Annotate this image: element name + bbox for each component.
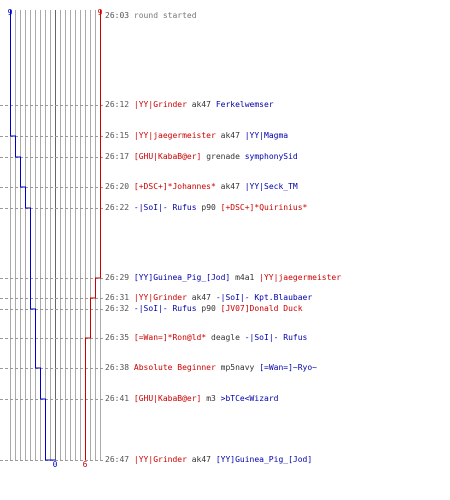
event-row: 26:47 |YY|Grinder ak47 [YY]Guinea_Pig_[J…	[105, 455, 312, 465]
killer-name: |YY|jaegermeister	[133, 131, 216, 140]
victim-name: >bTCe<Wizard	[220, 394, 279, 403]
event-time: 26:47	[105, 455, 130, 464]
victim-name: Ferkelwemser	[215, 100, 274, 109]
weapon-name: m4a1	[235, 273, 255, 282]
event-time: 26:32	[105, 304, 130, 313]
event-time: 26:20	[105, 182, 130, 191]
event-time: 26:38	[105, 363, 130, 372]
weapon-name: ak47	[191, 100, 211, 109]
victim-name: [YY]Guinea_Pig_[Jod]	[215, 455, 313, 464]
event-time: 26:41	[105, 394, 130, 403]
weapon-name: ak47	[220, 182, 240, 191]
event-time: 26:22	[105, 203, 130, 212]
weapon-name: m3	[206, 394, 216, 403]
event-row: 26:22 -|SoI|- Rufus p90 [+DSC+]*Quiriniu…	[105, 203, 307, 213]
killer-name: [=Wan=]*Ron@ld*	[133, 333, 207, 342]
red-team-count-line	[85, 10, 101, 460]
weapon-name: p90	[201, 203, 216, 212]
weapon-name: ak47	[191, 455, 211, 464]
event-time: 26:31	[105, 293, 130, 302]
killer-name: [+DSC+]*Johannes*	[133, 182, 216, 191]
event-row: 26:31 |YY|Grinder ak47 -|SoI|- Kpt.Blaub…	[105, 293, 312, 303]
event-time: 26:03	[105, 11, 130, 20]
red-end-count-label: 6	[83, 460, 88, 469]
victim-name: |YY|Magma	[244, 131, 289, 140]
killer-name: |YY|Grinder	[133, 293, 187, 302]
event-row: 26:32 -|SoI|- Rufus p90 [JV07]Donald Duc…	[105, 304, 303, 314]
weapon-name: mp5navy	[220, 363, 255, 372]
killer-name: |YY|Grinder	[133, 455, 187, 464]
event-row: 26:38 Absolute Beginner mp5navy [=Wan=]~…	[105, 363, 317, 373]
event-time: 26:17	[105, 152, 130, 161]
killer-name: -|SoI|- Rufus	[133, 304, 197, 313]
event-row: 26:29 [YY]Guinea_Pig_[Jod] m4a1 |YY|jaeg…	[105, 273, 341, 283]
event-time: 26:29	[105, 273, 130, 282]
blue-start-count-label: 9	[8, 8, 13, 17]
victim-name: symphonySid	[244, 152, 298, 161]
blue-team-count-line	[10, 10, 56, 461]
event-time: 26:12	[105, 100, 130, 109]
victim-name: -|SoI|- Rufus	[244, 333, 308, 342]
event-row: 26:20 [+DSC+]*Johannes* ak47 |YY|Seck_TM	[105, 182, 298, 192]
killer-name: [GHU|KabaB@er]	[133, 152, 202, 161]
event-time: 26:35	[105, 333, 130, 342]
killer-name: [GHU|KabaB@er]	[133, 394, 202, 403]
event-row: 26:35 [=Wan=]*Ron@ld* deagle -|SoI|- Ruf…	[105, 333, 307, 343]
weapon-name: ak47	[191, 293, 211, 302]
victim-name: -|SoI|- Kpt.Blaubaer	[215, 293, 313, 302]
event-time: 26:15	[105, 131, 130, 140]
player-count-grid	[10, 10, 101, 460]
event-text: round started	[133, 11, 197, 20]
killer-name: Absolute Beginner	[133, 363, 216, 372]
victim-name: [JV07]Donald Duck	[220, 304, 303, 313]
victim-name: |YY|jaegermeister	[259, 273, 342, 282]
victim-name: |YY|Seck_TM	[244, 182, 298, 191]
event-row: 26:15 |YY|jaegermeister ak47 |YY|Magma	[105, 131, 288, 141]
event-row: 26:41 [GHU|KabaB@er] m3 >bTCe<Wizard	[105, 394, 278, 404]
event-row: 26:03 round started	[105, 11, 197, 21]
killer-name: |YY|Grinder	[133, 100, 187, 109]
red-start-count-label: 9	[98, 8, 103, 17]
weapon-name: grenade	[206, 152, 240, 161]
event-row: 26:17 [GHU|KabaB@er] grenade symphonySid	[105, 152, 298, 162]
killer-name: -|SoI|- Rufus	[133, 203, 197, 212]
weapon-name: p90	[201, 304, 216, 313]
victim-name: [+DSC+]*Quirinius*	[220, 203, 308, 212]
weapon-name: deagle	[211, 333, 240, 342]
weapon-name: ak47	[220, 131, 240, 140]
event-row: 26:12 |YY|Grinder ak47 Ferkelwemser	[105, 100, 274, 110]
killer-name: [YY]Guinea_Pig_[Jod]	[133, 273, 231, 282]
blue-end-count-label: 0	[53, 460, 58, 469]
victim-name: [=Wan=]~Ryo~	[259, 363, 317, 372]
